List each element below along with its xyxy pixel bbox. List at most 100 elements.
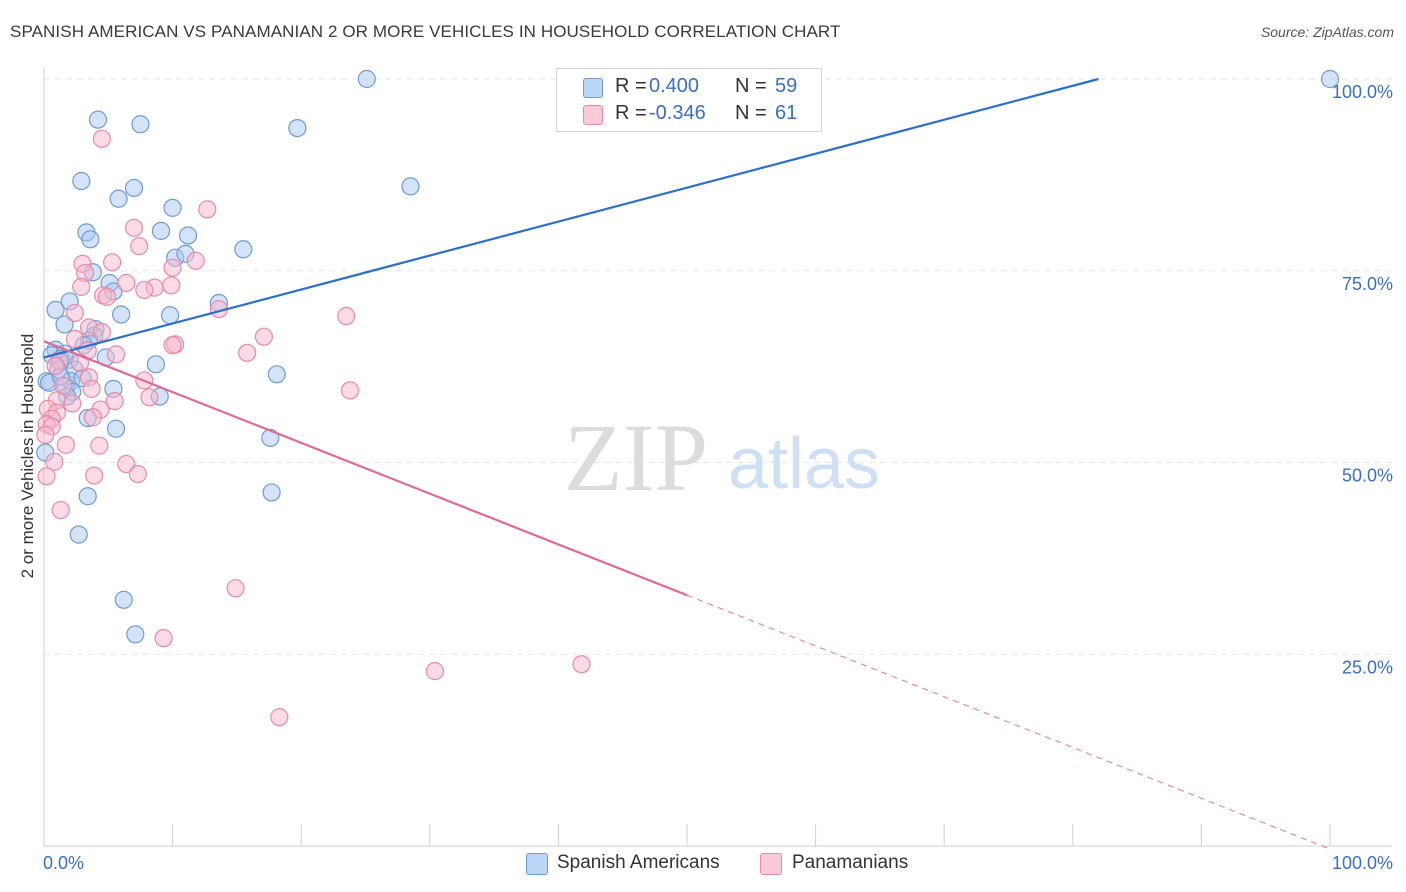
point-spanish-american <box>78 487 97 506</box>
point-spanish-american <box>288 118 307 138</box>
point-panamanian <box>135 280 154 300</box>
point-panamanian <box>51 500 70 520</box>
trend-lines <box>43 77 1331 850</box>
point-panamanian <box>45 452 64 471</box>
point-panamanian <box>337 306 356 326</box>
watermark: ZIP atlas <box>564 404 880 511</box>
y-tick-label: 75.0% <box>1342 274 1393 294</box>
point-spanish-american <box>151 221 171 240</box>
series-legend-label: Panamanians <box>792 852 909 873</box>
point-panamanian <box>140 388 159 407</box>
point-panamanian <box>254 327 274 346</box>
point-panamanian <box>572 655 591 674</box>
point-panamanian <box>70 353 90 372</box>
y-tick-label: 50.0% <box>1342 466 1393 486</box>
legend-swatch-pink <box>583 105 603 125</box>
series-legend: Spanish Americans Panamanians <box>0 852 1406 878</box>
series-swatch-blue <box>526 853 548 875</box>
point-panamanian <box>163 258 182 277</box>
point-panamanian <box>117 454 136 474</box>
legend-row-panamanians: R = -0.346 N = 61 <box>557 100 821 128</box>
point-spanish-american <box>163 198 182 217</box>
point-panamanian <box>92 323 111 342</box>
point-panamanian <box>56 435 75 454</box>
point-spanish-american <box>126 625 145 644</box>
scatter-points <box>36 69 1340 727</box>
legend-n-label: N = <box>735 75 767 97</box>
trendline-panamanians <box>43 340 688 597</box>
point-spanish-american <box>106 419 126 438</box>
legend-r-value: -0.346 <box>649 102 706 124</box>
legend-r-label: R = <box>615 75 647 97</box>
point-spanish-american <box>267 365 286 384</box>
point-spanish-american <box>114 590 133 609</box>
x-tick-label: 100.0% <box>1332 853 1393 873</box>
tick-labels: 25.0% 50.0% 75.0% 100.0% 0.0% 100.0% <box>43 82 1393 873</box>
point-spanish-american <box>262 483 281 502</box>
series-swatch-pink <box>760 853 782 875</box>
point-panamanian <box>65 303 84 323</box>
y-axis-label: 2 or more Vehicles in Household <box>18 333 37 579</box>
point-spanish-american <box>46 300 65 319</box>
legend-r-label: R = <box>615 102 647 124</box>
source-label: Source: ZipAtlas.com <box>1260 24 1394 40</box>
point-panamanian <box>36 425 55 444</box>
point-panamanian <box>105 392 124 411</box>
grid-lines <box>44 78 1392 655</box>
watermark-zip: ZIP <box>564 404 708 511</box>
point-panamanian <box>124 218 144 237</box>
point-panamanian <box>117 273 136 293</box>
legend-row-spanish-americans: R = 0.400 N = 59 <box>557 73 821 101</box>
point-panamanian <box>238 343 257 362</box>
point-spanish-american <box>81 230 100 249</box>
point-panamanian <box>130 237 149 256</box>
point-panamanian <box>270 708 289 727</box>
point-panamanian <box>37 467 56 486</box>
point-panamanian <box>425 662 445 681</box>
point-panamanian <box>163 336 182 355</box>
watermark-atlas: atlas <box>728 424 880 504</box>
point-spanish-american <box>88 110 108 129</box>
point-panamanian <box>90 436 109 455</box>
point-spanish-american <box>261 428 280 448</box>
point-spanish-american <box>178 226 198 245</box>
point-spanish-american <box>109 189 128 208</box>
point-panamanian <box>103 253 122 272</box>
point-spanish-american <box>146 355 165 374</box>
chart-title: SPANISH AMERICAN VS PANAMANIAN 2 OR MORE… <box>10 22 841 41</box>
point-panamanian <box>106 345 126 364</box>
point-panamanian <box>128 464 147 484</box>
point-panamanian <box>198 200 217 219</box>
point-panamanian <box>92 129 111 148</box>
x-tick-label: 0.0% <box>43 853 84 873</box>
y-tick-label: 100.0% <box>1332 82 1393 102</box>
point-panamanian <box>162 276 181 295</box>
point-panamanian <box>340 381 360 400</box>
point-panamanian <box>46 356 65 375</box>
point-spanish-american <box>357 69 376 89</box>
axes <box>43 68 1392 847</box>
point-panamanian <box>72 277 91 296</box>
point-panamanian <box>82 379 101 398</box>
point-spanish-american <box>401 177 420 196</box>
point-spanish-american <box>131 115 150 134</box>
point-panamanian <box>186 251 205 270</box>
point-spanish-american <box>234 240 253 259</box>
legend-n-value: 59 <box>775 75 798 97</box>
point-spanish-american <box>69 525 88 544</box>
point-panamanian <box>226 579 245 598</box>
legend-n-label: N = <box>735 102 767 124</box>
legend-n-value: 61 <box>775 102 798 124</box>
legend-swatch-blue <box>583 78 603 98</box>
point-panamanian <box>97 287 117 306</box>
series-legend-label: Spanish Americans <box>557 852 720 873</box>
legend-r-value: 0.400 <box>649 75 700 97</box>
point-spanish-american <box>112 305 131 324</box>
point-spanish-american <box>160 306 180 325</box>
point-spanish-american <box>124 178 144 198</box>
point-spanish-american <box>72 171 91 191</box>
correlation-legend: R = 0.400 N = 59 R = -0.346 N = 61 <box>556 68 822 132</box>
y-tick-label: 25.0% <box>1342 657 1393 677</box>
trendline-panamanians-extension <box>686 594 1331 850</box>
